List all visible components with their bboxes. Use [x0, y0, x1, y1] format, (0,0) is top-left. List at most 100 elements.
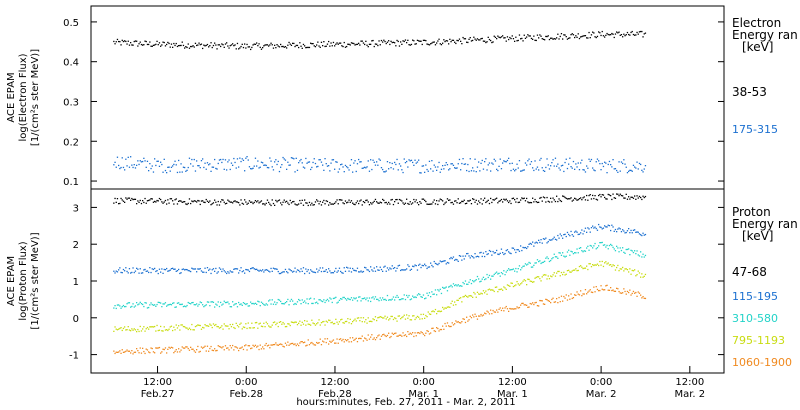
data-point [398, 163, 401, 165]
data-point [343, 322, 345, 324]
data-point [445, 40, 447, 42]
data-point [527, 263, 529, 265]
data-point [542, 261, 545, 263]
data-point [623, 288, 625, 290]
data-point [382, 297, 384, 299]
data-point [248, 270, 251, 273]
data-point [550, 197, 552, 199]
data-point [396, 39, 398, 42]
data-point [408, 203, 410, 205]
data-point [460, 169, 462, 171]
data-point [620, 161, 623, 163]
data-point [310, 269, 312, 271]
data-point [343, 341, 345, 343]
data-point [596, 35, 599, 38]
data-point [268, 167, 270, 169]
data-point [278, 46, 281, 48]
data-point [613, 168, 615, 170]
data-point [610, 287, 612, 289]
data-point [610, 243, 612, 246]
data-point [479, 170, 481, 172]
data-point [457, 40, 459, 42]
data-point [514, 170, 516, 172]
data-point [134, 270, 137, 272]
data-point [635, 275, 637, 277]
data-point [608, 34, 611, 36]
data-point [259, 269, 261, 271]
data-point [140, 161, 143, 163]
data-point [584, 227, 587, 229]
data-point [401, 269, 403, 271]
data-point [456, 299, 458, 301]
data-point [444, 287, 446, 289]
data-point [427, 311, 429, 313]
data-point [241, 304, 243, 306]
data-point [391, 198, 393, 201]
data-point [396, 267, 398, 269]
data-point [607, 289, 609, 291]
data-point [322, 267, 324, 269]
data-point [234, 346, 236, 348]
data-point [337, 301, 339, 303]
data-point [640, 196, 642, 199]
data-point [382, 168, 384, 171]
series-310-580 [113, 241, 647, 310]
data-point [499, 252, 501, 254]
data-point [425, 40, 427, 42]
data-point [176, 203, 179, 205]
data-point [452, 39, 455, 41]
data-point [287, 202, 289, 204]
plot-frame [90, 5, 725, 190]
data-point [469, 257, 471, 259]
data-point [335, 318, 337, 320]
data-point [292, 271, 294, 273]
data-point [626, 248, 629, 251]
data-point [479, 252, 481, 254]
data-point [251, 322, 253, 324]
data-point [434, 44, 437, 46]
data-point [612, 289, 614, 291]
data-point [629, 268, 631, 270]
data-point [486, 293, 488, 295]
data-point [578, 233, 581, 235]
data-point [458, 285, 461, 287]
data-point [548, 239, 551, 241]
data-point [642, 253, 644, 255]
data-point [294, 302, 296, 305]
data-point [167, 166, 169, 168]
data-point [235, 201, 237, 203]
data-point [366, 322, 368, 324]
data-point [162, 330, 164, 332]
data-point [310, 204, 312, 206]
data-point [532, 302, 534, 304]
data-point [439, 198, 441, 200]
data-point [242, 326, 245, 328]
data-point [166, 352, 168, 354]
data-point [276, 344, 278, 346]
data-point [403, 294, 405, 296]
data-point [167, 270, 169, 272]
data-point [336, 321, 338, 323]
data-point [596, 247, 599, 249]
data-point [245, 323, 247, 325]
data-point [138, 330, 140, 333]
data-point [263, 322, 265, 324]
data-point [227, 301, 229, 303]
data-point [493, 35, 495, 37]
data-point [362, 317, 365, 319]
data-point [630, 229, 632, 232]
data-point [641, 273, 643, 275]
data-point [544, 260, 546, 262]
data-point [350, 200, 353, 202]
data-point [186, 46, 188, 49]
data-point [540, 300, 542, 302]
data-point [228, 303, 230, 305]
data-point [251, 46, 253, 49]
data-point [527, 246, 529, 248]
data-point [304, 341, 306, 343]
data-point [428, 313, 431, 315]
data-point [515, 201, 517, 203]
data-point [401, 316, 403, 319]
data-point [517, 39, 519, 42]
data-point [298, 322, 300, 324]
